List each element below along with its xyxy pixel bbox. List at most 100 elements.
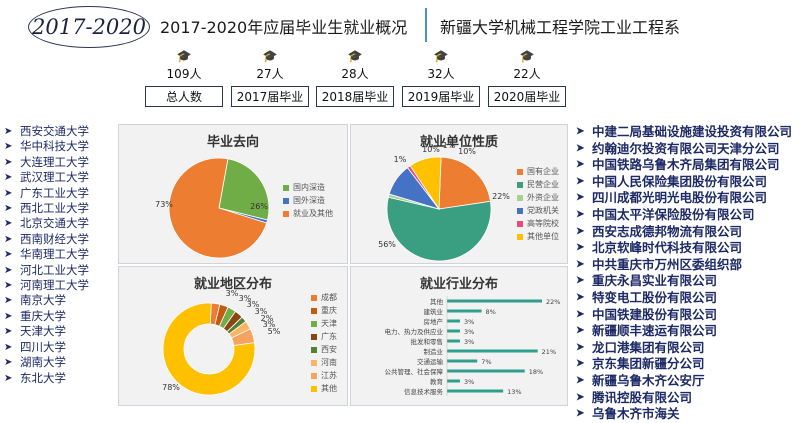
list-item: ➤ 西北工业大学 [2,201,89,216]
data-label: 3% [464,328,474,336]
category-label: 房地产 [424,317,444,326]
bar [447,389,504,393]
arrow-bullet-icon: ➤ [576,142,585,154]
chart-title: 就业行业分布 [419,277,498,292]
legend-item: 西安 [311,343,337,356]
region-donut-chart: 3%3%3%3%2%3%5%78% [162,289,281,396]
data-label: 3% [226,289,239,298]
list-item: ➤ 大连理工大学 [2,155,89,170]
stat-2018: 🎓 28人 2018届毕业 [316,50,394,107]
employer-type-panel: 就业单位性质 22% 56% 1% 10% 1% 10% 国有企业 民营企业 外资企业 党政机关… [350,124,568,264]
list-item-label: 龙口港集团有限公司 [592,339,705,355]
list-item: ➤ 中共重庆市万州区委组织部 [574,257,792,274]
list-item-label: 重庆永昌实业有限公司 [592,273,718,289]
data-label: 10% [422,145,440,154]
legend-label: 河南 [321,358,337,367]
list-item: ➤ 华南理工大学 [2,247,89,262]
arrow-bullet-icon: ➤ [576,275,585,287]
legend-label: 外资企业 [527,193,559,202]
arrow-bullet-icon: ➤ [4,372,13,384]
list-item-label: 西南财经大学 [20,231,89,246]
list-item: ➤ 腾讯控股有限公司 [574,390,792,407]
legend-item: 河南 [311,356,337,369]
legend-swatch [517,207,523,214]
data-label: 3% [263,320,276,329]
stat-label: 2018届毕业 [316,86,394,107]
list-item-label: 南京大学 [20,293,66,308]
legend-swatch [283,197,289,204]
list-item: ➤ 中建二局基础设施建设投资有限公司 [574,124,792,141]
category-label: 交通运输 [417,357,444,366]
industry-bar-chart: 其他 22% 建筑业 8% 房地产 3% 电力、热力及供应业 3% 批发和零售 3% 制造业 21% 交… [385,296,560,396]
data-label: 1% [443,141,456,150]
list-item-label: 河北工业大学 [20,262,89,277]
data-label: 3% [464,318,474,326]
arrow-bullet-icon: ➤ [576,192,585,204]
university-list: ➤ 西安交通大学 ➤ 华中科技大学 ➤ 大连理工大学 ➤ 武汉理工大学 ➤ 广东工业大学 ➤ 西北工业… [2,124,89,386]
data-label: 21% [542,348,556,356]
legend-label: 国外深造 [293,196,325,205]
list-item-label: 京东集团新疆分公司 [592,356,705,372]
arrow-bullet-icon: ➤ [4,218,13,230]
arrow-bullet-icon: ➤ [576,208,585,220]
legend-swatch [517,194,523,201]
legend-item: 高等院校 [517,217,559,230]
list-item: ➤ 南京大学 [2,293,89,308]
bar [447,319,460,323]
arrow-bullet-icon: ➤ [576,374,585,386]
category-label: 电力、热力及供应业 [385,327,444,336]
arrow-bullet-icon: ➤ [4,249,13,261]
arrow-bullet-icon: ➤ [576,325,585,337]
company-list: ➤ 中建二局基础设施建设投资有限公司 ➤ 约翰迪尔投资有限公司天津分公司 ➤ 中国铁路乌鲁… [574,124,792,423]
stat-value: 109人 [166,67,202,81]
arrow-bullet-icon: ➤ [4,341,13,353]
bar [447,379,460,383]
legend-item: 国有企业 [517,165,559,178]
graduation-cap-icon: 🎓 [262,49,278,63]
graduation-cap-icon: 🎓 [176,49,192,63]
data-label: 26% [250,202,268,211]
chart-legend: 成都 重庆 天津 广东 西安 河南 江苏 其他 [311,291,337,395]
legend-item: 天津 [311,317,337,330]
legend-item: 广东 [311,330,337,343]
category-label: 批发和零售 [411,337,444,346]
legend-label: 江苏 [321,371,337,380]
list-item-label: 四川大学 [20,339,66,354]
arrow-bullet-icon: ➤ [4,310,13,322]
list-item-label: 约翰迪尔投资有限公司天津分公司 [592,140,780,156]
list-item: ➤ 广东工业大学 [2,186,89,201]
arrow-bullet-icon: ➤ [4,264,13,276]
stat-2019: 🎓 32人 2019届毕业 [402,50,480,107]
list-item-label: 中国人民保险集团股份有限公司 [592,173,768,189]
stat-label: 2020届毕业 [488,86,566,107]
arrow-bullet-icon: ➤ [4,141,13,153]
arrow-bullet-icon: ➤ [4,280,13,292]
data-label: 73% [155,200,173,209]
destination-pie-chart: 26%1%73% [155,157,270,259]
data-label: 5% [268,327,281,336]
legend-item: 外资企业 [517,191,559,204]
data-label: 22% [492,192,510,201]
list-item: ➤ 中国铁建股份有限公司 [574,307,792,324]
legend-swatch [311,333,317,340]
list-item-label: 新疆顺丰速运有限公司 [592,323,718,339]
list-item-label: 中国太平洋保险股份有限公司 [592,206,755,222]
legend-item: 成都 [311,291,337,304]
legend-item: 国内深造 [283,181,333,194]
list-item-label: 中国铁建股份有限公司 [592,306,718,322]
list-item-label: 天津大学 [20,324,66,339]
legend-swatch [517,233,523,240]
legend-swatch [311,385,317,392]
pie-slice [438,156,491,210]
legend-label: 党政机关 [527,206,559,215]
graduation-cap-icon: 🎓 [433,49,449,63]
list-item: ➤ 新疆乌鲁木齐公安厅 [574,373,792,390]
pie-slice [168,157,268,259]
list-item: ➤ 四川成都光明光电股份有限公司 [574,190,792,207]
chart-title: 毕业去向 [206,135,259,150]
list-item-label: 河南理工大学 [20,278,89,293]
data-label: 1% [394,155,407,164]
department-title: 新疆大学机械工程学院工业工程系 [440,18,681,37]
list-item: ➤ 新疆顺丰速运有限公司 [574,323,792,340]
data-label: 3% [464,378,474,386]
